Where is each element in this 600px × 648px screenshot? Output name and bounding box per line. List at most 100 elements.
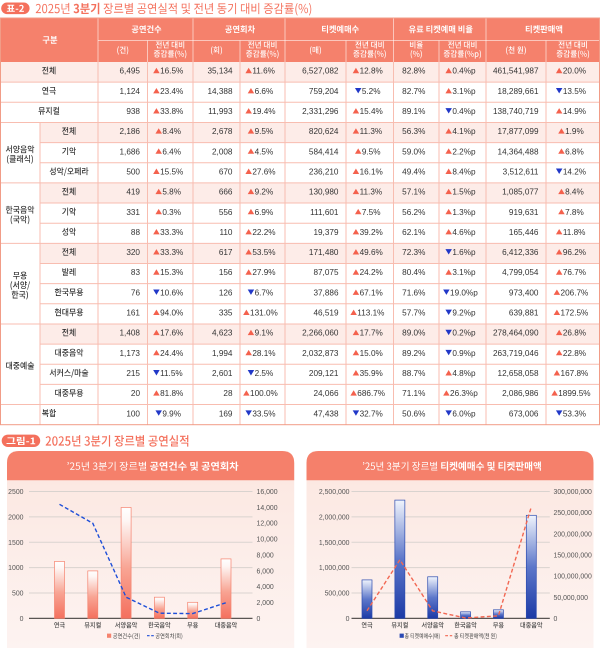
- svg-text:0.3%: 0.3%: [162, 208, 181, 217]
- svg-text:6,000: 6,000: [257, 568, 274, 575]
- svg-text:2,601: 2,601: [212, 369, 233, 378]
- svg-text:32.7%: 32.7%: [360, 409, 383, 418]
- svg-text:46,519: 46,519: [313, 309, 338, 318]
- svg-text:419: 419: [126, 188, 140, 197]
- svg-text:150,000,000: 150,000,000: [554, 552, 592, 559]
- svg-text:500,000: 500,000: [325, 591, 350, 598]
- svg-text:19.0%p: 19.0%p: [450, 288, 478, 297]
- svg-text:0.2%p: 0.2%p: [452, 329, 476, 338]
- svg-text:2,008: 2,008: [212, 147, 233, 156]
- svg-text:673,006: 673,006: [509, 409, 539, 418]
- svg-text:100: 100: [126, 409, 140, 418]
- svg-text:10.6%: 10.6%: [160, 288, 183, 297]
- svg-text:76: 76: [131, 288, 141, 297]
- svg-text:9.2%: 9.2%: [255, 188, 274, 197]
- svg-text:500: 500: [126, 167, 140, 176]
- svg-text:82.7%: 82.7%: [402, 87, 425, 96]
- svg-text:80.4%: 80.4%: [402, 268, 425, 277]
- svg-text:14,000: 14,000: [257, 505, 278, 512]
- svg-text:15.3%: 15.3%: [160, 268, 183, 277]
- svg-text:14.9%: 14.9%: [563, 107, 586, 116]
- svg-text:20: 20: [131, 389, 141, 398]
- svg-text:1,124: 1,124: [120, 87, 141, 96]
- svg-text:236,210: 236,210: [309, 167, 339, 176]
- svg-text:89.0%: 89.0%: [402, 329, 425, 338]
- svg-text:919,631: 919,631: [509, 208, 539, 217]
- svg-text:2.2%p: 2.2%p: [452, 147, 476, 156]
- svg-text:161: 161: [126, 309, 140, 318]
- svg-text:2.5%: 2.5%: [255, 369, 274, 378]
- svg-text:759,204: 759,204: [309, 87, 339, 96]
- svg-text:670: 670: [219, 167, 233, 176]
- svg-text:28: 28: [223, 389, 233, 398]
- svg-text:13.5%: 13.5%: [563, 87, 586, 96]
- svg-text:4.1%p: 4.1%p: [452, 127, 476, 136]
- svg-text:28.1%: 28.1%: [252, 349, 275, 358]
- svg-text:33.3%: 33.3%: [160, 248, 183, 257]
- svg-text:1,408: 1,408: [120, 329, 141, 338]
- svg-text:24,066: 24,066: [313, 389, 338, 398]
- svg-text:6.9%: 6.9%: [255, 208, 274, 217]
- svg-text:113.1%: 113.1%: [357, 309, 384, 318]
- svg-text:8,000: 8,000: [257, 552, 274, 559]
- svg-text:11.5%: 11.5%: [160, 369, 183, 378]
- svg-text:71.1%: 71.1%: [402, 389, 425, 398]
- svg-text:5.2%: 5.2%: [362, 87, 381, 96]
- svg-text:820,624: 820,624: [309, 127, 339, 136]
- svg-text:3.1%p: 3.1%p: [452, 268, 476, 277]
- svg-text:17.6%: 17.6%: [160, 329, 183, 338]
- svg-text:2,000: 2,000: [257, 600, 274, 607]
- svg-text:111,601: 111,601: [310, 208, 339, 217]
- svg-text:62.1%: 62.1%: [402, 228, 425, 237]
- svg-text:11.3%: 11.3%: [360, 127, 383, 136]
- svg-text:0: 0: [554, 616, 558, 623]
- svg-text:72.3%: 72.3%: [402, 248, 425, 257]
- svg-text:4.8%p: 4.8%p: [452, 369, 476, 378]
- svg-text:24.4%: 24.4%: [160, 349, 183, 358]
- svg-text:2,086,986: 2,086,986: [502, 389, 539, 398]
- svg-text:6,412,336: 6,412,336: [502, 248, 539, 257]
- svg-text:83: 83: [131, 268, 141, 277]
- svg-text:335: 335: [219, 309, 233, 318]
- svg-text:2,186: 2,186: [120, 127, 141, 136]
- svg-text:6.7%: 6.7%: [255, 288, 274, 297]
- svg-text:666: 666: [219, 188, 233, 197]
- svg-text:7.8%: 7.8%: [565, 208, 584, 217]
- svg-text:4.6%p: 4.6%p: [452, 228, 476, 237]
- svg-text:171,480: 171,480: [309, 248, 339, 257]
- svg-text:1,085,077: 1,085,077: [502, 188, 539, 197]
- svg-text:27.9%: 27.9%: [252, 268, 275, 277]
- svg-text:24.2%: 24.2%: [360, 268, 383, 277]
- svg-text:19,379: 19,379: [313, 228, 338, 237]
- svg-text:6.0%p: 6.0%p: [452, 409, 476, 418]
- svg-text:1,994: 1,994: [212, 349, 233, 358]
- svg-text:320: 320: [126, 248, 140, 257]
- svg-text:1,686: 1,686: [120, 147, 141, 156]
- svg-text:76.7%: 76.7%: [563, 268, 586, 277]
- svg-text:50,000,000: 50,000,000: [554, 595, 589, 602]
- svg-text:22.2%: 22.2%: [252, 228, 275, 237]
- svg-text:300,000,000: 300,000,000: [554, 489, 592, 496]
- svg-text:96.2%: 96.2%: [563, 248, 586, 257]
- svg-text:6.6%: 6.6%: [255, 87, 274, 96]
- svg-text:0.9%p: 0.9%p: [452, 349, 476, 358]
- svg-text:87,075: 87,075: [313, 268, 338, 277]
- svg-text:53.3%: 53.3%: [563, 409, 586, 418]
- svg-text:50.6%: 50.6%: [402, 409, 425, 418]
- svg-text:2,500,000: 2,500,000: [319, 489, 350, 496]
- svg-text:22.8%: 22.8%: [563, 349, 586, 358]
- svg-text:215: 215: [126, 369, 140, 378]
- svg-text:110: 110: [219, 228, 232, 237]
- svg-text:461,541,987: 461,541,987: [493, 67, 539, 76]
- svg-text:1,500,000: 1,500,000: [319, 540, 350, 547]
- svg-text:33.5%: 33.5%: [252, 409, 275, 418]
- svg-text:131.0%: 131.0%: [250, 309, 278, 318]
- svg-text:263,719,046: 263,719,046: [493, 349, 539, 358]
- svg-text:1.9%: 1.9%: [565, 127, 584, 136]
- svg-text:2,678: 2,678: [212, 127, 233, 136]
- svg-text:4,623: 4,623: [212, 329, 233, 338]
- svg-text:165,446: 165,446: [509, 228, 539, 237]
- svg-text:1899.5%: 1899.5%: [558, 389, 590, 398]
- svg-text:4.5%: 4.5%: [255, 147, 274, 156]
- svg-text:6,495: 6,495: [120, 67, 141, 76]
